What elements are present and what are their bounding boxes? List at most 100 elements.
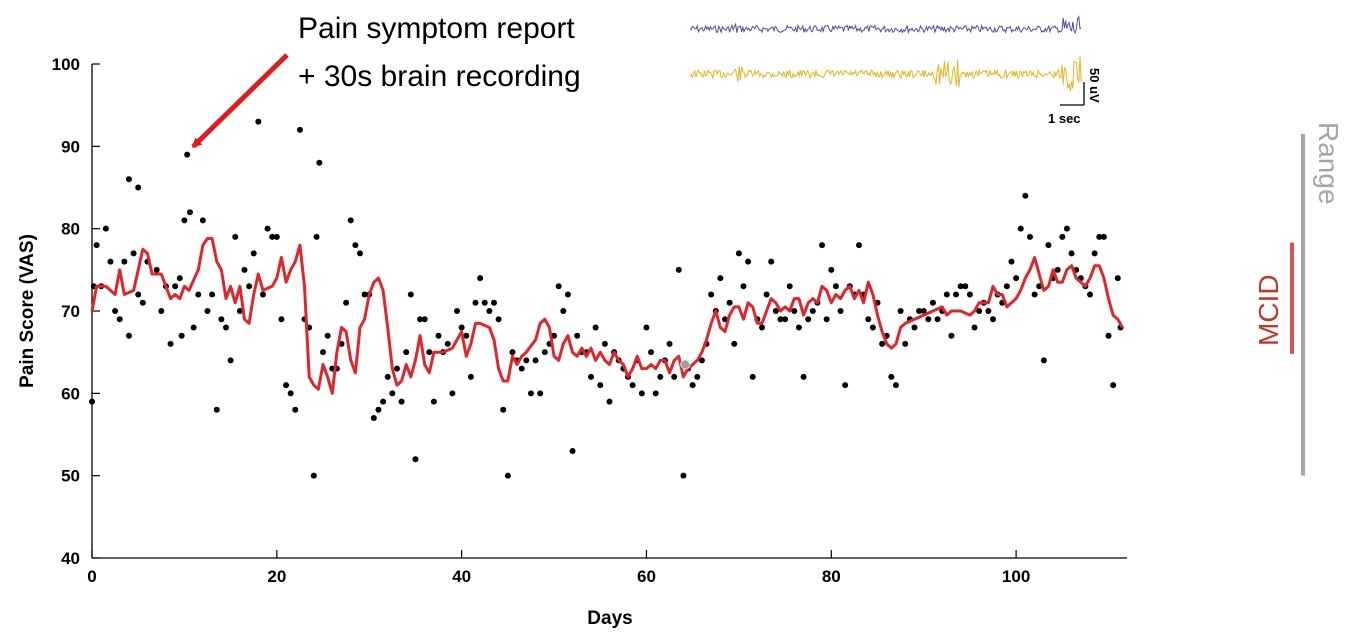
data-point xyxy=(601,340,608,347)
data-point xyxy=(1013,275,1020,282)
data-point xyxy=(1068,250,1075,257)
data-point xyxy=(352,242,359,249)
data-point xyxy=(911,324,918,331)
data-point xyxy=(671,373,678,380)
data-point xyxy=(1110,382,1117,389)
data-point xyxy=(1017,225,1024,232)
y-ticks: 40 50 60 70 80 90 100 xyxy=(52,55,100,568)
data-point xyxy=(657,373,664,380)
data-point xyxy=(125,176,132,183)
data-point xyxy=(675,266,682,273)
highlighted-point xyxy=(680,359,691,370)
data-point xyxy=(273,233,280,240)
data-point xyxy=(116,316,123,323)
data-point xyxy=(172,283,179,290)
x-tick-label: 0 xyxy=(87,567,96,586)
data-point xyxy=(500,406,507,413)
eeg-trace-yellow xyxy=(689,56,1082,92)
data-point xyxy=(278,316,285,323)
data-point xyxy=(638,390,645,397)
data-point xyxy=(842,382,849,389)
data-point xyxy=(435,332,442,339)
data-point xyxy=(324,332,331,339)
y-tick-label: 70 xyxy=(61,302,80,321)
data-point xyxy=(287,390,294,397)
data-point xyxy=(361,291,368,298)
data-point xyxy=(1096,233,1103,240)
y-tick-label: 90 xyxy=(61,137,80,156)
data-point xyxy=(430,398,437,405)
data-point xyxy=(316,159,323,166)
data-point xyxy=(1059,233,1066,240)
annotation-line-2: + 30s brain recording xyxy=(298,60,581,93)
y-tick-label: 100 xyxy=(52,55,80,74)
data-point xyxy=(948,332,955,339)
data-point xyxy=(962,283,969,290)
scale-label-time: 1 sec xyxy=(1048,111,1081,126)
data-point xyxy=(389,390,396,397)
data-point xyxy=(495,316,502,323)
data-point xyxy=(934,316,941,323)
data-point xyxy=(107,258,114,265)
data-points xyxy=(89,118,1124,479)
data-point xyxy=(269,233,276,240)
y-tick-label: 60 xyxy=(61,384,80,403)
data-point xyxy=(130,250,137,257)
data-point xyxy=(990,316,997,323)
data-point xyxy=(184,151,191,158)
data-point xyxy=(689,382,696,389)
data-point xyxy=(726,299,733,306)
data-point xyxy=(717,275,724,282)
data-point xyxy=(735,250,742,257)
data-point xyxy=(241,266,248,273)
data-point xyxy=(772,308,779,314)
data-point xyxy=(758,324,765,331)
data-point xyxy=(865,316,872,323)
annotation-arrow xyxy=(191,53,289,149)
data-point xyxy=(957,283,964,290)
data-point xyxy=(158,308,165,314)
data-point xyxy=(976,308,983,314)
data-point xyxy=(740,283,747,290)
data-point xyxy=(343,299,350,306)
x-tick-label: 100 xyxy=(1002,567,1030,586)
data-point xyxy=(1031,291,1038,298)
data-point xyxy=(380,398,387,405)
data-point xyxy=(879,340,886,347)
data-point xyxy=(139,299,146,306)
data-point xyxy=(472,299,479,306)
data-point xyxy=(745,258,752,265)
data-point xyxy=(347,217,354,224)
data-point xyxy=(1040,357,1047,364)
eeg-trace-blue xyxy=(689,15,1082,35)
data-point xyxy=(555,283,562,290)
data-point xyxy=(527,390,534,397)
data-point xyxy=(588,373,595,380)
x-tick-label: 60 xyxy=(637,567,656,586)
data-point xyxy=(209,291,216,298)
data-point xyxy=(805,316,812,323)
scale-label-voltage: 50 uV xyxy=(1087,68,1102,103)
data-point xyxy=(283,382,290,389)
data-point xyxy=(541,349,548,356)
data-point xyxy=(467,373,474,380)
data-point xyxy=(1114,275,1121,282)
data-point xyxy=(236,308,243,314)
data-point xyxy=(837,308,844,314)
data-point xyxy=(680,472,687,479)
data-point xyxy=(421,316,428,323)
data-point xyxy=(828,266,835,273)
data-point xyxy=(652,390,659,397)
data-point xyxy=(569,447,576,454)
y-tick-label: 50 xyxy=(61,467,80,486)
data-point xyxy=(902,340,909,347)
eeg-inset: 50 uV 1 sec xyxy=(689,15,1102,126)
data-point xyxy=(1003,283,1010,290)
data-point xyxy=(916,308,923,314)
data-point xyxy=(454,308,461,314)
data-point xyxy=(407,291,414,298)
data-point xyxy=(375,406,382,413)
data-point xyxy=(403,349,410,356)
data-point xyxy=(560,308,567,314)
data-point xyxy=(648,349,655,356)
